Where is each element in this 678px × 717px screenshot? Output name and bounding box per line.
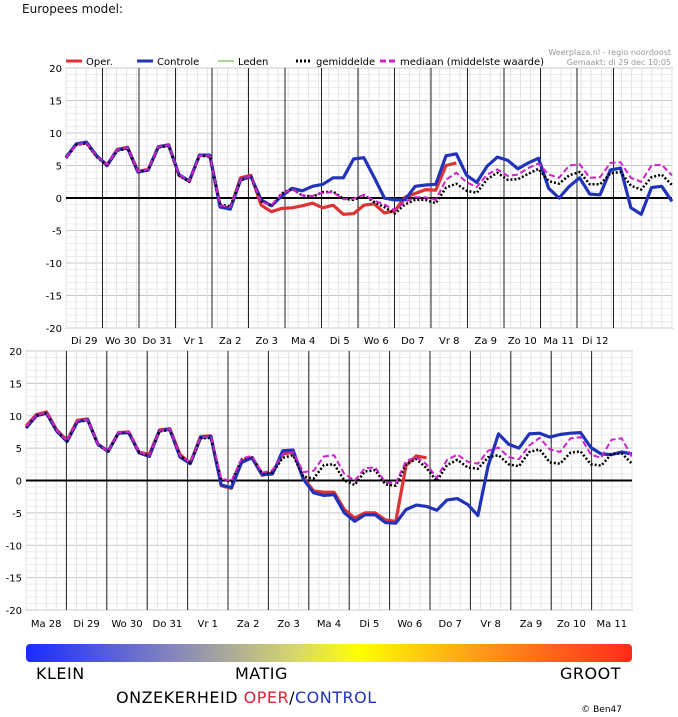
x-tick-label: Zo 10 (508, 336, 537, 347)
y-tick-label: 15 (49, 97, 62, 108)
x-tick-label: Di 29 (73, 619, 99, 630)
y-tick-label: 0 (16, 477, 22, 488)
series-mediaan (65, 141, 673, 212)
uncertainty-scale-bar (26, 644, 632, 662)
legend: Oper. Controle Leden gemiddelde mediaan (mid… (66, 57, 544, 68)
author-credit: © Ben47 (581, 705, 622, 715)
x-tick-label: Za 9 (520, 619, 543, 630)
y-tick-label: 15 (9, 379, 22, 390)
series-gemiddelde (65, 142, 673, 215)
x-tick-label: Wo 30 (111, 619, 142, 630)
y-tick-label: -20 (46, 324, 62, 335)
y-tick-label: -15 (46, 292, 62, 303)
legend-label: gemiddelde (316, 57, 375, 68)
made-credit: Gemaakt: di 29 dec 10:05 (567, 58, 671, 67)
x-tick-label: Wo 6 (364, 336, 389, 347)
y-tick-label: 10 (49, 129, 62, 140)
scale-high: GROOT (560, 664, 621, 683)
chart-top: Di 29 Wo 30 Do 31 Vr 1 Za 2 Zo 3 Ma 4 Di 5 Wo 6 D… (46, 64, 674, 347)
page-title: Europees model: (22, 2, 124, 16)
scale-low: KLEIN (36, 664, 85, 683)
y-tick-label: -10 (46, 259, 62, 270)
legend-label: Controle (157, 57, 199, 68)
legend-label: Leden (238, 57, 268, 68)
x-tick-label: Di 12 (582, 336, 608, 347)
x-tick-label: Zo 10 (557, 619, 586, 630)
y-tick-label: -10 (6, 541, 22, 552)
x-tick-label: Vr 8 (480, 619, 501, 630)
y-tick-label: 5 (16, 444, 22, 455)
y-tick-label: 5 (56, 162, 62, 173)
x-tick-label: Ma 4 (291, 336, 315, 347)
y-tick-label: 20 (49, 64, 62, 75)
x-tick-label: Ma 28 (31, 619, 62, 630)
y-tick-label: -20 (6, 606, 22, 617)
x-tick-label: Ma 11 (596, 619, 627, 630)
caption-slash: / (289, 688, 295, 707)
y-tick-label: 0 (56, 194, 62, 205)
x-tick-label: Ma 4 (317, 619, 341, 630)
x-tick-label: Do 7 (439, 619, 462, 630)
x-tick-label: Zo 3 (255, 336, 278, 347)
x-tick-label: Wo 30 (105, 336, 136, 347)
x-tick-label: Wo 6 (397, 619, 422, 630)
x-tick-label: Za 9 (474, 336, 497, 347)
y-tick-label: 10 (9, 412, 22, 423)
legend-label: mediaan (middelste waarde) (400, 57, 544, 68)
x-tick-label: Do 31 (153, 619, 183, 630)
chart-bottom: Ma 28 Di 29 Wo 30 Do 31 Vr 1 Za 2 Zo 3 Ma 4 Di 5… (6, 347, 633, 630)
series-mediaan (25, 411, 633, 485)
caption-uncertainty: ONZEKERHEID (116, 688, 244, 707)
x-tick-label: Vr 8 (439, 336, 460, 347)
caption-control: CONTROL (294, 688, 377, 707)
y-tick-label: 20 (9, 347, 22, 358)
x-tick-label: Za 2 (219, 336, 242, 347)
x-tick-label: Zo 3 (277, 619, 300, 630)
x-tick-label: Ma 11 (543, 336, 574, 347)
x-tick-label: Di 5 (359, 619, 379, 630)
legend-label: Oper. (86, 57, 113, 68)
x-tick-label: Di 5 (330, 336, 350, 347)
x-tick-label: Vr 1 (184, 336, 205, 347)
x-tick-label: Za 2 (237, 619, 260, 630)
caption-oper: OPER (243, 688, 290, 707)
y-tick-label: -15 (6, 574, 22, 585)
scale-mid: MATIG (235, 664, 288, 683)
scale-caption: ONZEKERHEID OPER/CONTROL (116, 688, 377, 707)
x-tick-label: Vr 1 (198, 619, 219, 630)
x-tick-label: Di 29 (71, 336, 97, 347)
source-credit: Weerplaza.nl - regio noordoost (548, 48, 671, 57)
x-tick-label: Do 7 (401, 336, 424, 347)
x-tick-label: Do 31 (142, 336, 172, 347)
y-tick-label: -5 (52, 227, 62, 238)
y-tick-label: -5 (12, 509, 22, 520)
